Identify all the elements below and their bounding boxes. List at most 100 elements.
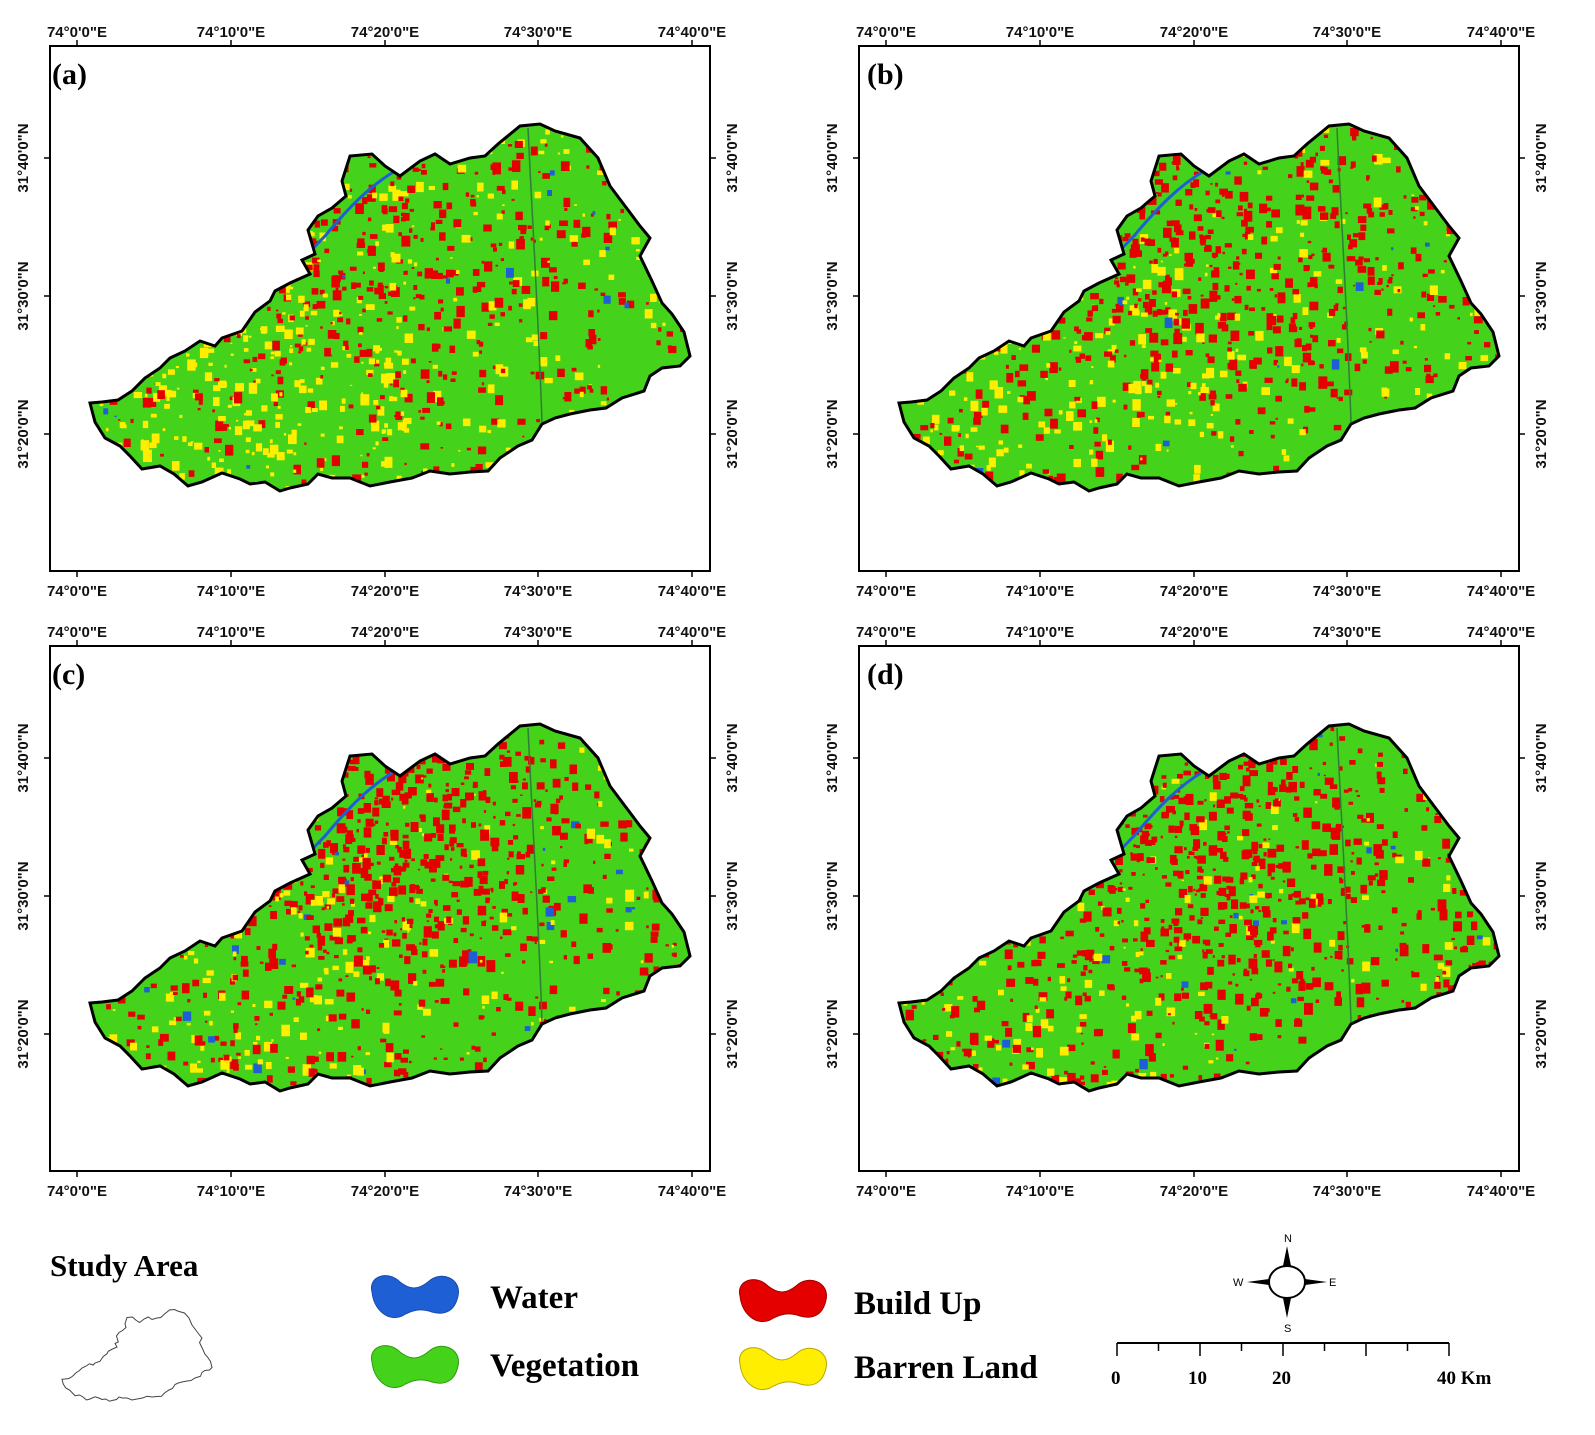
landcover-pixel	[587, 385, 592, 390]
landcover-pixel	[487, 384, 495, 394]
landcover-pixel	[541, 863, 544, 867]
landcover-pixel	[190, 362, 198, 368]
landcover-pixel	[554, 812, 558, 815]
landcover-pixel	[911, 1005, 917, 1009]
landcover-pixel	[544, 377, 553, 384]
landcover-pixel	[407, 787, 417, 796]
landcover-pixel	[618, 820, 627, 829]
landcover-pixel	[338, 313, 343, 316]
landcover-pixel	[381, 930, 386, 933]
landcover-pixel	[396, 174, 402, 180]
landcover-pixel	[1162, 1043, 1165, 1046]
landcover-pixel	[1286, 986, 1291, 992]
landcover-pixel	[269, 444, 279, 455]
landcover-pixel	[167, 390, 177, 398]
landcover-pixel	[146, 1045, 150, 1048]
landcover-pixel	[267, 306, 271, 311]
landcover-pixel	[311, 232, 315, 237]
landcover-pixel	[1193, 855, 1197, 859]
landcover-pixel	[376, 788, 384, 797]
landcover-pixel	[1381, 890, 1386, 894]
landcover-pixel	[1338, 396, 1343, 402]
landcover-pixel	[1185, 260, 1194, 267]
landcover-pixel	[522, 960, 526, 964]
landcover-pixel	[1224, 796, 1231, 804]
landcover-pixel	[230, 978, 235, 985]
landcover-pixel	[1261, 236, 1268, 245]
landcover-pixel	[481, 920, 486, 927]
landcover-pixel	[1261, 387, 1270, 395]
landcover-pixel	[377, 262, 385, 271]
landcover-pixel	[1363, 203, 1372, 209]
landcover-pixel	[512, 280, 520, 287]
landcover-pixel	[308, 338, 315, 345]
landcover-pixel	[1140, 948, 1143, 952]
landcover-pixel	[1221, 1016, 1229, 1024]
barren-swatch	[739, 1347, 827, 1390]
landcover-pixel	[1145, 328, 1153, 333]
landcover-pixel	[1240, 795, 1247, 800]
landcover-pixel	[1247, 926, 1253, 932]
landcover-pixel	[364, 472, 368, 476]
landcover-pixel	[430, 878, 436, 882]
landcover-pixel	[1350, 166, 1354, 169]
landcover-pixel	[1400, 931, 1405, 935]
landcover-pixel	[333, 918, 342, 927]
x-tick-label-bottom: 74°40'0"E	[658, 583, 726, 600]
landcover-pixel	[1471, 921, 1478, 931]
landcover-pixel	[1135, 952, 1140, 958]
landcover-pixel	[540, 826, 544, 830]
landcover-pixel	[1166, 806, 1175, 813]
landcover-pixel	[1144, 917, 1150, 922]
landcover-pixel	[477, 182, 484, 192]
landcover-pixel	[585, 339, 592, 348]
landcover-pixel	[1182, 1065, 1189, 1070]
landcover-pixel	[964, 453, 973, 460]
landcover-pixel	[123, 438, 131, 447]
landcover-pixel	[354, 282, 361, 288]
landcover-pixel	[1309, 327, 1313, 329]
legend-label-buildup: Build Up	[854, 1286, 982, 1322]
landcover-pixel	[1311, 864, 1317, 870]
landcover-pixel	[1227, 831, 1230, 834]
landcover-pixel	[234, 426, 243, 436]
landcover-pixel	[957, 448, 964, 457]
landcover-pixel	[479, 959, 483, 963]
landcover-pixel	[469, 864, 474, 869]
landcover-pixel	[394, 989, 402, 997]
landcover-pixel	[1311, 821, 1321, 830]
landcover-pixel	[1022, 412, 1029, 420]
landcover-pixel	[1324, 169, 1332, 175]
landcover-pixel	[468, 951, 478, 964]
landcover-pixel	[1265, 207, 1271, 212]
landcover-pixel	[1480, 355, 1489, 362]
landcover-pixel	[1300, 220, 1308, 226]
landcover-pixel	[1159, 796, 1165, 803]
landcover-pixel	[1198, 991, 1205, 996]
landcover-pixel	[1244, 813, 1253, 821]
landcover-pixel	[1187, 296, 1192, 300]
landcover-pixel	[1079, 1014, 1087, 1019]
landcover-pixel	[1057, 963, 1065, 968]
landcover-pixel	[366, 453, 370, 457]
landcover-pixel	[616, 991, 620, 996]
landcover-pixel	[1210, 183, 1213, 185]
landcover-pixel	[1174, 927, 1183, 934]
landcover-pixel	[251, 368, 257, 372]
landcover-pixel	[1261, 950, 1270, 958]
landcover-pixel	[1188, 304, 1198, 314]
landcover-pixel	[1174, 247, 1180, 254]
landcover-pixel	[457, 164, 467, 173]
landcover-pixel	[203, 1010, 211, 1016]
landcover-pixel	[1256, 823, 1262, 827]
landcover-pixel	[346, 318, 351, 325]
landcover-pixel	[395, 411, 403, 420]
landcover-pixel	[230, 342, 233, 345]
landcover-pixel	[549, 267, 557, 273]
landcover-pixel	[358, 343, 362, 348]
landcover-pixel	[284, 900, 293, 906]
landcover-pixel	[426, 327, 430, 332]
landcover-pixel	[1392, 831, 1398, 838]
landcover-pixel	[1376, 771, 1382, 779]
landcover-pixel	[252, 1044, 261, 1055]
